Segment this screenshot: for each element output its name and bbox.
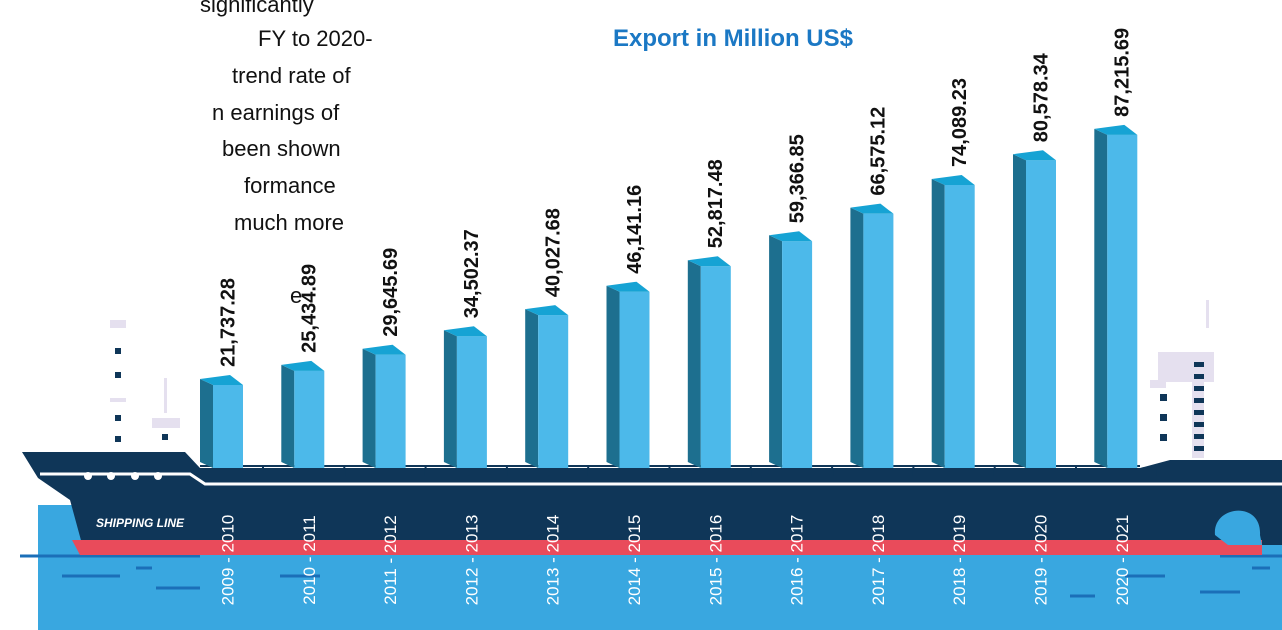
side-text: FY to 2020- [258, 26, 373, 51]
bar [700, 266, 731, 468]
bar-side [281, 364, 295, 468]
value-label: 66,575.12 [868, 107, 890, 196]
x-tick-label: 2018 - 2019 [950, 515, 969, 606]
bar-side [200, 378, 213, 468]
x-tick-label: 2013 - 2014 [544, 515, 563, 606]
bar-top [769, 231, 813, 242]
ship-windows [1148, 514, 1188, 520]
bar [1107, 134, 1138, 468]
value-label: 80,578.34 [1030, 52, 1052, 142]
side-text: significantly [200, 0, 314, 17]
value-label: 87,215.69 [1112, 28, 1134, 117]
x-tick-label: 2019 - 2020 [1031, 515, 1050, 606]
bar-top [525, 305, 569, 316]
bar-side [769, 235, 783, 468]
bar [619, 291, 650, 468]
value-label: 52,817.48 [705, 159, 727, 248]
ship-stripe [72, 540, 1262, 555]
bar [294, 370, 325, 468]
x-tick-label: 2016 - 2017 [788, 515, 807, 606]
side-text: n earnings of [212, 100, 340, 125]
side-text: much more [234, 210, 344, 235]
value-label: 29,645.69 [380, 248, 402, 337]
bar-side [606, 285, 620, 468]
bar-top [606, 281, 650, 292]
x-tick-label: 2017 - 2018 [869, 515, 888, 606]
side-text: formance [244, 173, 336, 198]
value-label: 46,141.16 [624, 185, 646, 274]
bar [538, 315, 569, 468]
bar-side [850, 207, 864, 468]
side-text: trend rate of [232, 63, 352, 88]
bar [213, 384, 243, 468]
bar [456, 336, 487, 468]
bar [782, 241, 813, 468]
value-label: 34,502.37 [461, 229, 483, 318]
bar [944, 184, 975, 469]
bar-side [1013, 154, 1026, 468]
bar-top [362, 344, 406, 355]
bar-side [443, 330, 457, 468]
bar [375, 354, 406, 468]
bar-top [687, 256, 731, 267]
bar-top [443, 326, 487, 337]
ship-anchor [1214, 510, 1262, 545]
bar-top [1094, 124, 1138, 135]
x-tick-label: 2012 - 2013 [462, 515, 481, 606]
chart-title: Export in Million US$ [613, 25, 854, 52]
x-tick-label: 2009 - 2010 [218, 515, 237, 606]
x-tick-label: 2010 - 2011 [300, 515, 319, 604]
side-text: been shown [222, 136, 341, 161]
portholes [84, 472, 162, 480]
ship-label: SHIPPING LINE [96, 516, 185, 530]
waves [20, 554, 1282, 598]
bar-top [931, 174, 975, 185]
x-tick-label: 2020 - 2021 [1113, 515, 1132, 606]
value-label: 74,089.23 [949, 78, 971, 167]
bar-side [525, 309, 539, 468]
bar [1026, 160, 1056, 468]
masts [110, 300, 1214, 458]
bar-side [931, 178, 945, 469]
x-tick-label: 2015 - 2016 [706, 515, 725, 606]
x-tick-label: 2011 - 2012 [381, 515, 400, 604]
bar-side [687, 260, 701, 468]
value-label: 21,737.28 [217, 278, 239, 367]
bar-top [850, 203, 894, 214]
value-label: 40,027.68 [542, 208, 564, 297]
x-tick-label: 2014 - 2015 [625, 515, 644, 606]
side-text: e [290, 283, 302, 308]
bar-top [281, 360, 325, 371]
ship-deck-line [40, 472, 1282, 486]
ship-hull [22, 452, 1282, 555]
bar-side [1094, 128, 1108, 468]
bar-top [1013, 150, 1056, 161]
value-label: 25,434.89 [299, 264, 321, 353]
value-label: 59,366.85 [786, 134, 808, 223]
bar-side [362, 348, 376, 468]
bar [863, 213, 894, 468]
bar-top [200, 374, 243, 385]
